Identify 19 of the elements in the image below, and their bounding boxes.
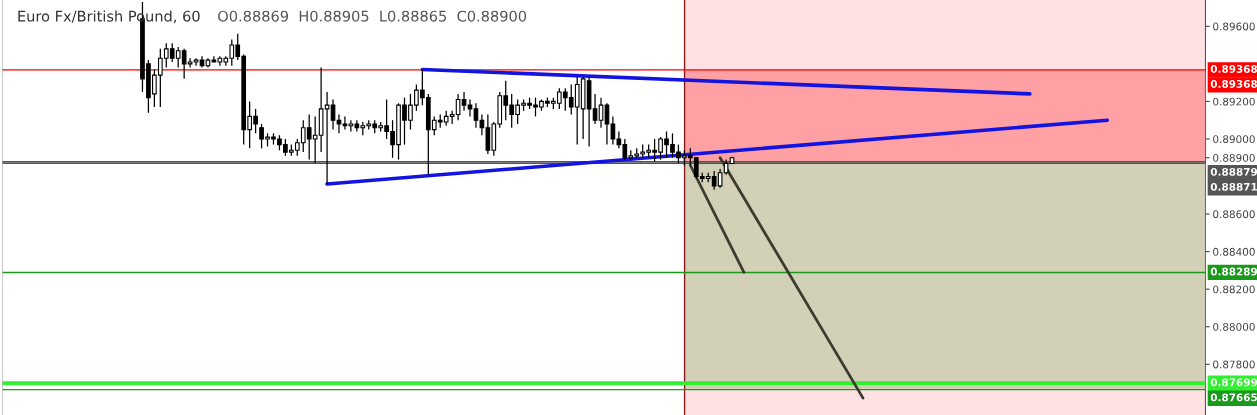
candlestick	[467, 98, 473, 118]
ref-line-label: 0.87665	[1210, 393, 1257, 402]
y-tick-label: 0.88400	[1213, 247, 1255, 256]
y-tick-label: 0.88900	[1213, 153, 1255, 162]
ref-line-label: 0.87699	[1210, 378, 1257, 387]
candlestick	[336, 113, 342, 134]
y-tick-label: 0.88600	[1213, 210, 1255, 219]
y-tick-label: 0.87800	[1213, 360, 1255, 369]
ref-line-label: 0.88871	[1210, 182, 1257, 191]
text: 0.89368	[1210, 80, 1257, 88]
y-tick-label: 0.88200	[1213, 285, 1255, 294]
y-tick-label: 0.89600	[1213, 22, 1255, 31]
y-tick-label: 0.89000	[1213, 135, 1255, 144]
y-tick-label: 0.89200	[1213, 97, 1255, 106]
ref-line-label: 0.89368	[1210, 65, 1257, 73]
text: O0.88869 H0.88905 L0.88865 C0.88900	[218, 10, 527, 22]
y-tick-label: 0.88000	[1213, 322, 1255, 331]
ref-line-label: 0.88879	[1210, 167, 1257, 176]
ref-line-label: 0.88289	[1210, 267, 1257, 276]
